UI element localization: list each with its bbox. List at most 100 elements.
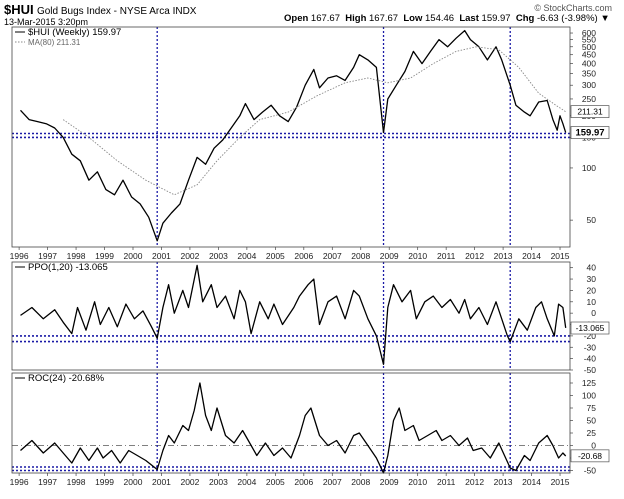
roc-y-tick-label: 25 bbox=[587, 428, 597, 438]
price-y-tick-label: 500 bbox=[582, 42, 596, 52]
ppo-y-tick-label: 10 bbox=[587, 297, 597, 307]
header-title: $HUI Gold Bugs Index - NYSE Arca INDX bbox=[4, 2, 196, 17]
high-value: 167.67 bbox=[369, 13, 399, 24]
price-y-tick-label: 250 bbox=[582, 94, 596, 104]
roc-x-tick-label: 1996 bbox=[10, 477, 29, 487]
roc-x-tick-label: 2010 bbox=[408, 477, 427, 487]
roc-y-tick-label: -50 bbox=[584, 466, 597, 476]
chg-value: -6.63 (-3.98%) bbox=[536, 13, 598, 24]
roc-x-tick-label: 1999 bbox=[95, 477, 114, 487]
price-x-tick-label: 2010 bbox=[408, 251, 427, 261]
open-label: Open bbox=[284, 13, 309, 24]
price-legend-label: $HUI (Weekly) 159.97 bbox=[28, 27, 121, 38]
price-y-tick-label: 50 bbox=[587, 215, 597, 225]
roc-y-tick-label: 75 bbox=[587, 403, 597, 413]
roc-x-tick-label: 2002 bbox=[180, 477, 199, 487]
roc-x-tick-label: 2000 bbox=[124, 477, 143, 487]
price-x-tick-label: 2005 bbox=[266, 251, 285, 261]
roc-x-tick-label: 2004 bbox=[237, 477, 256, 487]
price-x-tick-label: 2009 bbox=[380, 251, 399, 261]
roc-x-tick-label: 2008 bbox=[351, 477, 370, 487]
price-x-tick-label: 1999 bbox=[95, 251, 114, 261]
roc-last-value-badge bbox=[570, 449, 610, 463]
price-x-tick-label: 2006 bbox=[294, 251, 313, 261]
ppo-panel-frame bbox=[11, 261, 571, 371]
ppo-last-value-badge bbox=[570, 321, 610, 335]
price-x-tick-label: 2008 bbox=[351, 251, 370, 261]
roc-x-tick-label: 2014 bbox=[522, 477, 541, 487]
price-x-tick-label: 2013 bbox=[494, 251, 513, 261]
price-last-value-badge bbox=[570, 126, 610, 139]
roc-x-tick-label: 2009 bbox=[380, 477, 399, 487]
price-series-ma-line bbox=[62, 46, 566, 196]
roc-legend-label: ROC(24) -20.68% bbox=[28, 373, 105, 384]
roc-x-tick-label: 2012 bbox=[465, 477, 484, 487]
low-label: Low bbox=[403, 13, 423, 24]
roc-x-tick-label: 2006 bbox=[294, 477, 313, 487]
low-value: 154.46 bbox=[425, 13, 455, 24]
roc-x-tick-label: 2007 bbox=[323, 477, 342, 487]
high-label: High bbox=[345, 13, 367, 24]
price-x-tick-label: 2014 bbox=[522, 251, 541, 261]
roc-x-tick-label: 1997 bbox=[38, 477, 57, 487]
ppo-y-tick-label: -20 bbox=[584, 331, 597, 341]
price-x-tick-label: 2011 bbox=[437, 251, 456, 261]
price-y-tick-label: 550 bbox=[582, 35, 596, 45]
price-x-tick-label: 2003 bbox=[209, 251, 228, 261]
ppo-legend-label: PPO(1,20) -13.065 bbox=[28, 262, 108, 273]
price-last-value-badge-label: 159.97 bbox=[575, 128, 604, 139]
price-y-tick-label: 300 bbox=[582, 80, 596, 90]
roc-last-value-badge-label: -20.68 bbox=[578, 451, 602, 461]
roc-x-tick-label: 1998 bbox=[67, 477, 86, 487]
price-x-tick-label: 2007 bbox=[323, 251, 342, 261]
price-last-value-badge bbox=[570, 105, 610, 118]
price-y-tick-label: 100 bbox=[582, 163, 596, 173]
roc-x-tick-label: 2005 bbox=[266, 477, 285, 487]
price-y-tick-label: 600 bbox=[582, 28, 596, 38]
price-x-tick-label: 2015 bbox=[551, 251, 570, 261]
ppo-last-value-badge-label: -13.065 bbox=[576, 323, 605, 333]
roc-y-tick-label: 0 bbox=[591, 441, 596, 451]
roc-x-tick-label: 2011 bbox=[437, 477, 456, 487]
price-x-tick-label: 1996 bbox=[10, 251, 29, 261]
roc-y-tick-label: 100 bbox=[582, 391, 596, 401]
chg-label: Chg bbox=[515, 13, 535, 24]
price-panel-frame bbox=[11, 26, 571, 248]
roc-panel-frame bbox=[11, 372, 571, 474]
price-series-main-line bbox=[20, 29, 567, 242]
price-x-tick-label: 1997 bbox=[38, 251, 57, 261]
roc-x-tick-label: 2003 bbox=[209, 477, 228, 487]
roc-y-tick-label: 125 bbox=[582, 378, 596, 388]
header-quote: Open 167.67 High 167.67 Low 154.46 Last … bbox=[284, 13, 610, 24]
roc-x-tick-label: 2013 bbox=[494, 477, 513, 487]
ppo-y-tick-label: 0 bbox=[591, 308, 596, 318]
header-date: 13-Mar-2015 3:20pm bbox=[4, 17, 89, 27]
ppo-y-tick-label: 20 bbox=[587, 285, 597, 295]
ppo-y-tick-label: -50 bbox=[584, 365, 597, 375]
ppo-series-main-line bbox=[20, 264, 567, 365]
header-name: Gold Bugs Index - NYSE Arca INDX bbox=[36, 6, 197, 17]
chg-down-arrow-icon: ▼ bbox=[600, 13, 610, 24]
price-x-tick-label: 2000 bbox=[124, 251, 143, 261]
price-y-tick-label: 400 bbox=[582, 59, 596, 69]
last-label: Last bbox=[459, 13, 479, 24]
ppo-y-tick-label: -30 bbox=[584, 342, 597, 352]
open-value: 167.67 bbox=[310, 13, 340, 24]
roc-x-tick-label: 2015 bbox=[551, 477, 570, 487]
price-last-value-badge-label: 211.31 bbox=[577, 107, 603, 117]
price-x-tick-label: 2001 bbox=[152, 251, 171, 261]
price-x-tick-label: 2012 bbox=[465, 251, 484, 261]
price-y-tick-label: 450 bbox=[582, 50, 596, 60]
ppo-y-tick-label: -40 bbox=[584, 354, 597, 364]
roc-y-tick-label: 50 bbox=[587, 416, 597, 426]
last-value: 159.97 bbox=[481, 13, 511, 24]
price-y-tick-label: 350 bbox=[582, 69, 596, 79]
ppo-y-tick-label: 40 bbox=[587, 263, 597, 273]
price-x-tick-label: 2004 bbox=[237, 251, 256, 261]
price-legend-label: MA(80) 211.31 bbox=[28, 38, 81, 47]
roc-series-main-line bbox=[20, 382, 567, 474]
ppo-y-tick-label: 30 bbox=[587, 274, 597, 284]
roc-x-tick-label: 2001 bbox=[152, 477, 171, 487]
price-x-tick-label: 2002 bbox=[180, 251, 199, 261]
